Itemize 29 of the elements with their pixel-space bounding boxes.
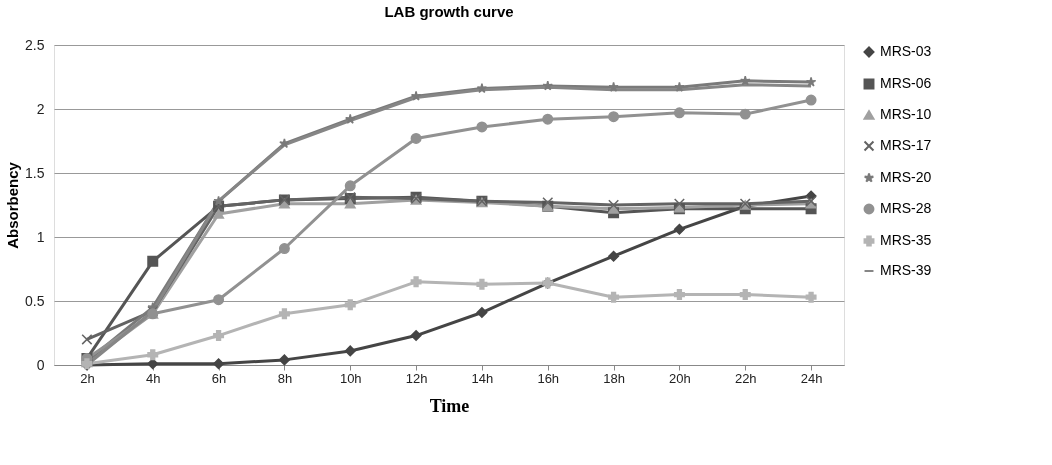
y-tick-label: 0 — [36, 356, 45, 373]
legend-label: MRS-20 — [880, 169, 932, 185]
x-tick-label: 8h — [277, 370, 293, 386]
legend-label: MRS-06 — [880, 75, 932, 91]
legend-label: MRS-35 — [880, 232, 932, 248]
x-tick-label: 4h — [146, 370, 161, 386]
legend-label: MRS-28 — [880, 200, 932, 216]
legend-label: MRS-39 — [880, 262, 932, 278]
x-tick-label: 10h — [339, 370, 362, 386]
x-tick-label: 16h — [537, 370, 560, 386]
x-tick-label: 20h — [669, 370, 691, 386]
y-axis-title: Absorbency — [4, 161, 22, 249]
legend-label: MRS-17 — [880, 137, 932, 153]
y-tick-label: 0.5 — [25, 292, 45, 309]
y-tick-label: 1 — [36, 228, 45, 245]
legend-label: MRS-03 — [880, 43, 932, 59]
y-tick-label: 1.5 — [25, 164, 45, 181]
x-tick-label: 18h — [603, 370, 625, 386]
x-tick-label: 6h — [211, 370, 227, 386]
chart-title: LAB growth curve — [384, 3, 514, 20]
x-tick-label: 14h — [471, 370, 494, 386]
x-tick-label: 12h — [405, 370, 428, 386]
legend-label: MRS-10 — [880, 106, 932, 122]
y-tick-label: 2 — [36, 100, 45, 117]
y-tick-label: 2.5 — [25, 36, 45, 53]
x-tick-label: 2h — [80, 370, 95, 386]
x-tick-label: 24h — [800, 370, 823, 386]
x-tick-label: 22h — [734, 370, 757, 386]
x-axis-title: Time — [429, 395, 470, 416]
